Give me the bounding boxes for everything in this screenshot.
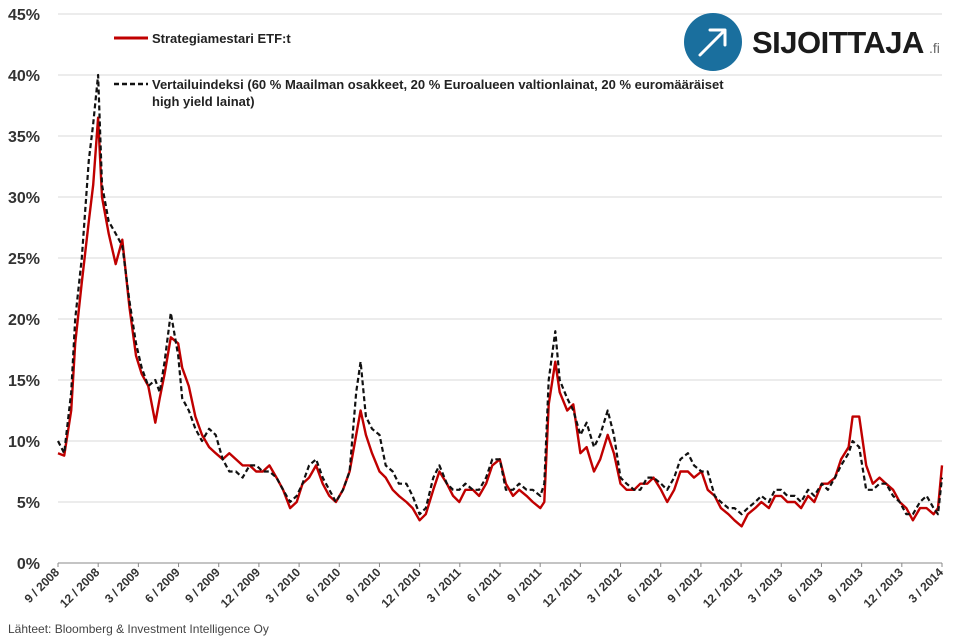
y-tick-label: 10% [8,434,40,451]
y-tick-label: 40% [8,68,40,85]
x-tick-label: 9 / 2010 [343,565,384,606]
series-line-benchmark [57,73,944,516]
series-lines [57,73,944,528]
x-tick-label: 3 / 2011 [424,565,464,605]
x-tick-label: 3 / 2013 [745,565,786,606]
x-tick-label: 6 / 2010 [303,565,344,606]
x-tick-label: 9 / 2013 [825,565,866,606]
legend-label-strategy: Strategiamestari ETF:t [152,31,291,46]
legend-label-benchmark: Vertailuindeksi (60 % Maailman osakkeet,… [152,77,727,109]
x-tick-label: 3 / 2009 [102,565,143,606]
logo-suffix: .fi [929,40,940,56]
y-tick-label: 15% [8,373,40,390]
x-tick-label: 12 / 2009 [218,565,264,611]
x-tick-label: 6 / 2013 [785,565,826,606]
x-tick-label: 3 / 2014 [906,565,947,606]
y-tick-label: 0% [17,556,40,573]
y-tick-label: 30% [8,190,40,207]
x-tick-label: 12 / 2013 [861,565,907,611]
x-tick-label: 12 / 2008 [57,565,103,611]
brand-logo: SIJOITTAJA .fi [684,13,940,71]
y-tick-label: 20% [8,312,40,329]
x-tick-label: 3 / 2012 [584,565,625,606]
x-tick-label: 12 / 2011 [540,565,585,610]
x-tick-label: 9 / 2009 [182,565,223,606]
y-tick-label: 35% [8,129,40,146]
legend: Strategiamestari ETF:t Vertailuindeksi (… [114,31,727,109]
logo-wordmark: SIJOITTAJA [752,25,924,60]
x-tick-label: 9 / 2011 [504,565,544,605]
x-tick-label: 9 / 2012 [664,565,705,606]
y-axis: 0% 5% 10% 15% 20% 25% 30% 35% 40% 45% [8,7,40,573]
x-tick-label: 12 / 2010 [378,565,424,611]
y-tick-label: 45% [8,7,40,24]
x-tick-label: 6 / 2009 [142,565,183,606]
legend-label-benchmark-line1: Vertailuindeksi (60 % Maailman osakkeet,… [152,77,724,92]
source-note: Lähteet: Bloomberg & Investment Intellig… [8,622,269,636]
arrow-icon [698,28,727,57]
y-tick-label: 25% [8,251,40,268]
x-tick-label: 3 / 2010 [263,565,304,606]
x-tick-label: 12 / 2012 [700,565,746,611]
series-line-strategy [57,116,944,528]
x-tick-label: 6 / 2012 [624,565,665,606]
x-tick-label: 6 / 2011 [464,565,504,605]
legend-label-benchmark-line2: high yield lainat) [152,94,255,109]
y-tick-label: 5% [17,495,40,512]
